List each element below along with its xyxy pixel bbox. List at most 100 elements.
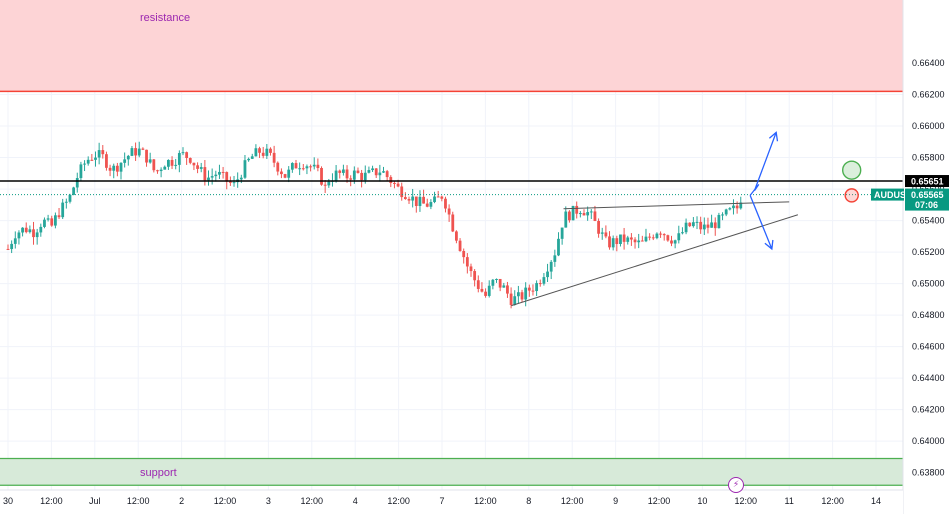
candle-body[interactable] [732,205,735,209]
candle-body[interactable] [728,208,732,210]
candle-body[interactable] [688,222,692,227]
candle-body[interactable] [422,196,425,204]
candle-body[interactable] [713,222,717,229]
candle-body[interactable] [68,194,72,202]
candle-body[interactable] [265,148,269,156]
candle-body[interactable] [491,279,495,286]
candle-body[interactable] [382,171,385,173]
candle-body[interactable] [568,211,571,221]
candle-body[interactable] [611,238,615,248]
candle-body[interactable] [181,152,185,154]
candle-body[interactable] [509,293,513,305]
candle-body[interactable] [670,240,673,244]
candle-body[interactable] [385,171,389,178]
candle-body[interactable] [75,178,79,188]
candle-body[interactable] [633,239,637,243]
candle-body[interactable] [374,168,378,176]
candle-body[interactable] [320,168,323,185]
candle-body[interactable] [371,168,374,171]
candle-body[interactable] [418,196,422,206]
candle-body[interactable] [586,212,590,216]
candle-body[interactable] [294,163,298,169]
candle-body[interactable] [221,171,225,173]
candle-body[interactable] [152,159,156,171]
candle-body[interactable] [681,232,684,234]
support-zone[interactable] [0,458,903,486]
candle-body[interactable] [123,159,127,163]
candle-body[interactable] [619,234,622,244]
candle-body[interactable] [403,197,407,200]
candle-body[interactable] [156,170,159,172]
candle-body[interactable] [429,202,433,207]
candle-body[interactable] [498,278,502,288]
candle-body[interactable] [648,236,652,238]
candle-body[interactable] [484,291,487,296]
candle-body[interactable] [469,266,473,272]
projection-arrow-up[interactable] [749,132,777,196]
candle-body[interactable] [604,232,608,237]
candle-body[interactable] [141,148,145,150]
candle-body[interactable] [487,285,491,296]
candle-body[interactable] [290,163,294,170]
candle-body[interactable] [207,177,210,181]
lightning-icon[interactable]: ⚡ [728,477,744,493]
candle-body[interactable] [706,224,710,228]
candle-body[interactable] [582,213,586,216]
candle-body[interactable] [167,159,170,167]
candle-body[interactable] [662,234,666,236]
candle-body[interactable] [188,158,192,163]
candle-body[interactable] [564,211,568,228]
candle-body[interactable] [516,292,520,297]
candle-body[interactable] [655,233,659,239]
candle-body[interactable] [637,240,641,243]
candle-body[interactable] [243,160,247,178]
candle-body[interactable] [476,280,480,289]
candle-body[interactable] [458,240,462,251]
candle-body[interactable] [316,164,320,169]
candle-body[interactable] [24,227,28,233]
candle-body[interactable] [495,278,498,280]
candle-body[interactable] [739,202,743,209]
candle-body[interactable] [323,184,327,186]
candle-body[interactable] [46,218,50,220]
candle-body[interactable] [735,205,739,209]
candle-body[interactable] [185,152,189,159]
candle-body[interactable] [327,181,331,186]
candle-body[interactable] [276,162,280,172]
candle-body[interactable] [225,172,229,182]
candle-body[interactable] [578,213,582,215]
price-axis[interactable] [903,0,952,514]
candle-body[interactable] [349,178,353,180]
candle-body[interactable] [542,277,546,284]
candle-body[interactable] [571,205,575,221]
candle-body[interactable] [305,166,309,169]
candle-body[interactable] [389,177,393,183]
candle-body[interactable] [50,218,54,226]
candle-body[interactable] [159,169,163,172]
candle-body[interactable] [367,170,371,173]
candle-body[interactable] [105,154,108,168]
candle-body[interactable] [250,156,254,159]
candle-body[interactable] [352,170,356,180]
candle-body[interactable] [575,205,579,214]
candle-body[interactable] [72,187,76,195]
candle-body[interactable] [513,296,517,305]
candle-body[interactable] [28,229,32,233]
candle-body[interactable] [400,186,404,198]
candle-body[interactable] [254,148,258,157]
trendline[interactable] [511,214,799,307]
candle-body[interactable] [677,233,681,241]
candle-body[interactable] [360,172,364,181]
symbol-tag[interactable] [871,188,904,201]
candle-body[interactable] [269,148,272,153]
candle-body[interactable] [378,172,382,176]
candle-body[interactable] [94,157,97,160]
candle-body[interactable] [272,152,276,163]
candle-body[interactable] [436,196,440,198]
target-circle-green[interactable] [841,160,862,180]
candle-body[interactable] [535,283,539,292]
candle-body[interactable] [10,243,14,250]
candle-body[interactable] [130,148,134,156]
candle-body[interactable] [232,182,236,184]
candle-body[interactable] [608,236,611,248]
